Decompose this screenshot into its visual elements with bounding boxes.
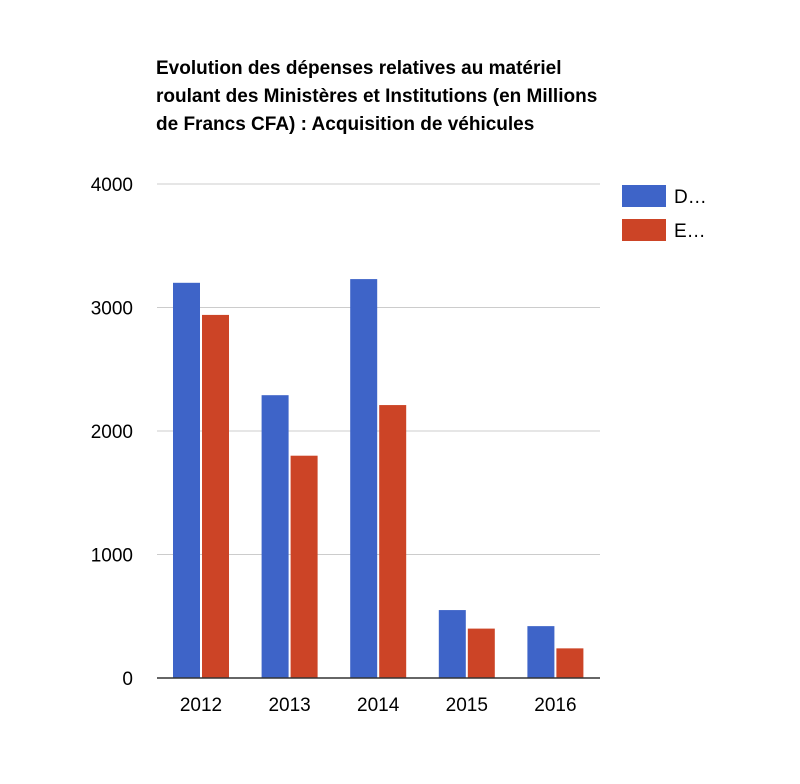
legend-label-2: E…	[674, 221, 706, 242]
legend-swatch-2	[622, 219, 666, 241]
x-tick-label: 2016	[534, 695, 576, 716]
x-tick-label: 2012	[180, 695, 222, 716]
chart-title: Evolution des dépenses relatives au maté…	[156, 58, 598, 135]
bar-2014-series-2	[379, 405, 407, 678]
x-tick-label: 2014	[357, 695, 400, 716]
legend: D… E…	[622, 185, 707, 242]
y-tick-label: 4000	[91, 175, 133, 196]
bar-2012-series-2	[202, 314, 229, 678]
legend-label-1: D…	[674, 187, 707, 208]
bar-2015-series-1	[438, 610, 466, 678]
gridlines	[157, 183, 600, 555]
y-tick-label: 1000	[91, 546, 133, 567]
bar-2013-series-2	[290, 455, 318, 678]
y-tick-label: 0	[122, 669, 133, 690]
bar-2012-series-1	[173, 282, 200, 678]
bar-2015-series-2	[467, 628, 495, 678]
bar-2013-series-1	[261, 395, 289, 678]
bar-2014-series-1	[350, 279, 378, 678]
bars	[173, 279, 584, 678]
y-tick-label: 2000	[91, 422, 133, 443]
x-tick-label: 2013	[268, 695, 310, 716]
y-tick-label: 3000	[91, 299, 133, 320]
axes: 0 1000 2000 3000 4000 2012 2013 2014 2015 2016	[91, 175, 600, 716]
bar-2016-series-1	[527, 626, 555, 678]
x-tick-label: 2015	[446, 695, 488, 716]
legend-swatch-1	[622, 185, 666, 207]
bar-2016-series-2	[556, 648, 584, 678]
